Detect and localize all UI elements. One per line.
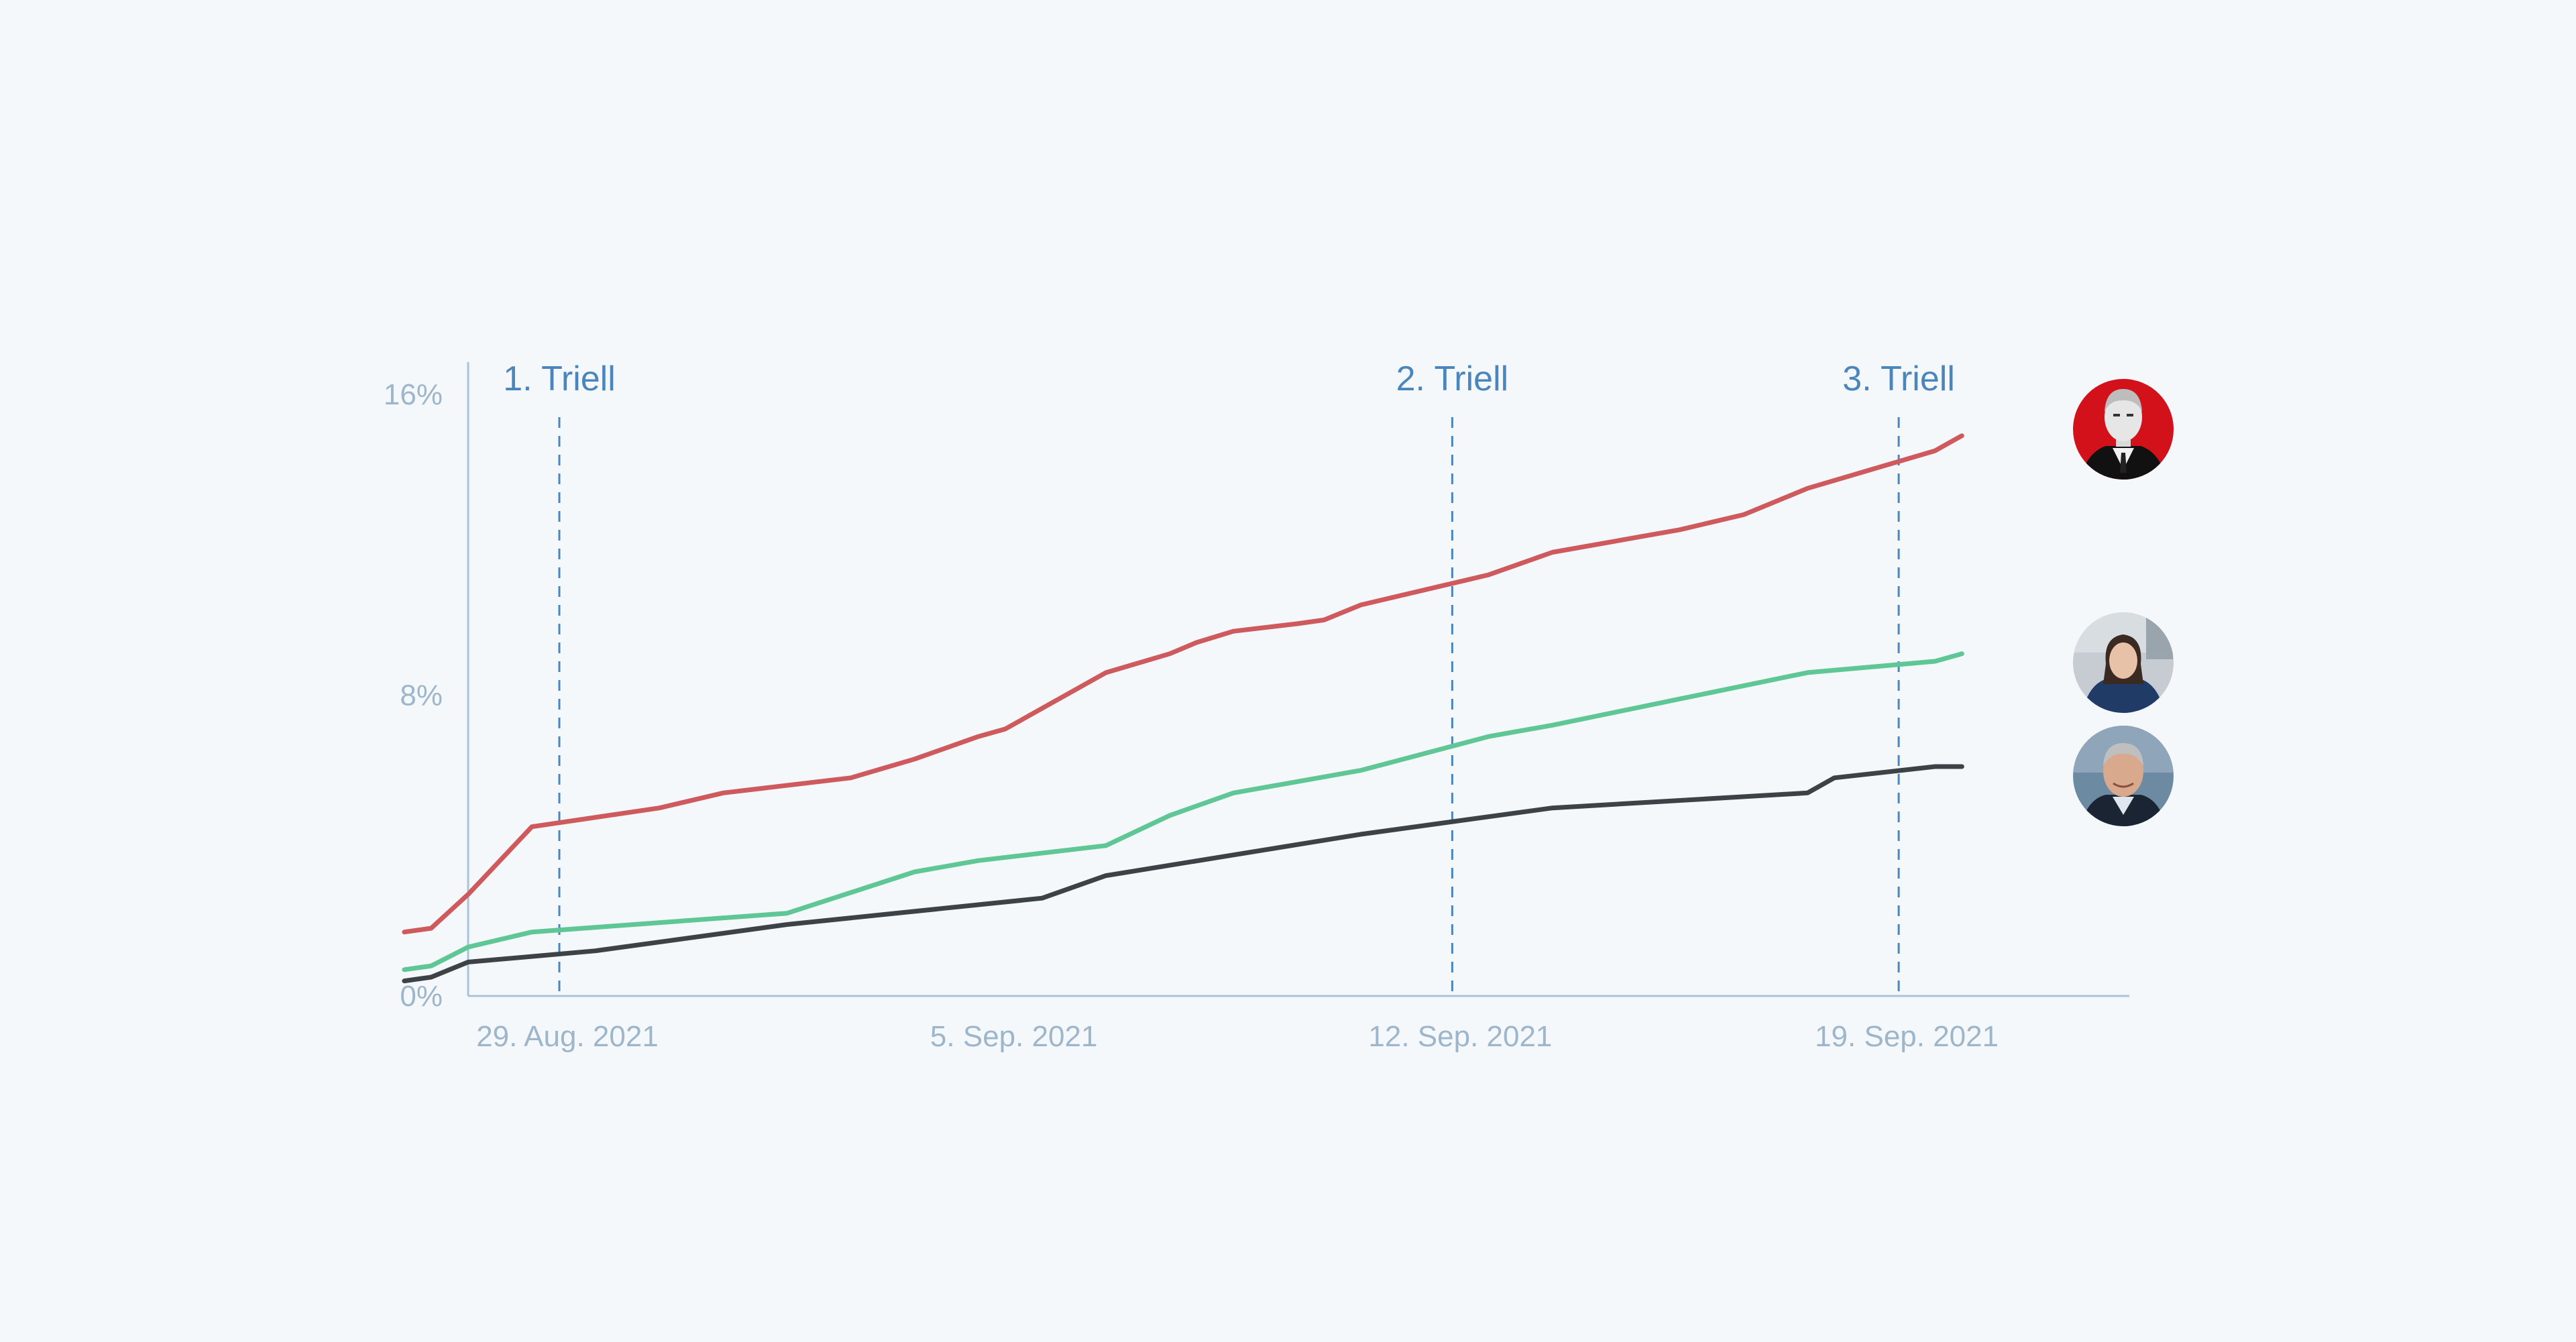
y-tick-label: 8%	[400, 679, 443, 712]
series-marker-portrait-man	[2073, 726, 2174, 826]
series-line-0	[402, 433, 1964, 935]
debate-marker-label: 1. Triell	[503, 359, 616, 398]
x-tick-label: 19. Sep. 2021	[1815, 1020, 1999, 1053]
debate-marker-label: 3. Triell	[1842, 359, 1955, 398]
debate-markers: 1. Triell 2. Triell 3. Triell	[503, 359, 1955, 996]
y-tick-label: 0%	[400, 980, 443, 1013]
series-lines	[402, 433, 1964, 984]
debate-marker-label: 2. Triell	[1396, 359, 1509, 398]
series-marker-portrait-red	[2073, 379, 2174, 480]
y-tick-label: 16%	[384, 378, 443, 411]
x-tick-labels: 29. Aug. 2021 5. Sep. 2021 12. Sep. 2021 19…	[476, 1020, 1999, 1053]
x-tick-label: 29. Aug. 2021	[476, 1020, 659, 1053]
x-tick-label: 5. Sep. 2021	[930, 1020, 1098, 1053]
axes	[467, 362, 2129, 997]
series-line-2	[402, 764, 1964, 984]
series-line-1	[402, 651, 1964, 972]
x-tick-label: 12. Sep. 2021	[1368, 1020, 1552, 1053]
y-tick-labels: 0% 8% 16%	[384, 378, 443, 1013]
series-marker-portrait-woman	[2073, 612, 2174, 713]
